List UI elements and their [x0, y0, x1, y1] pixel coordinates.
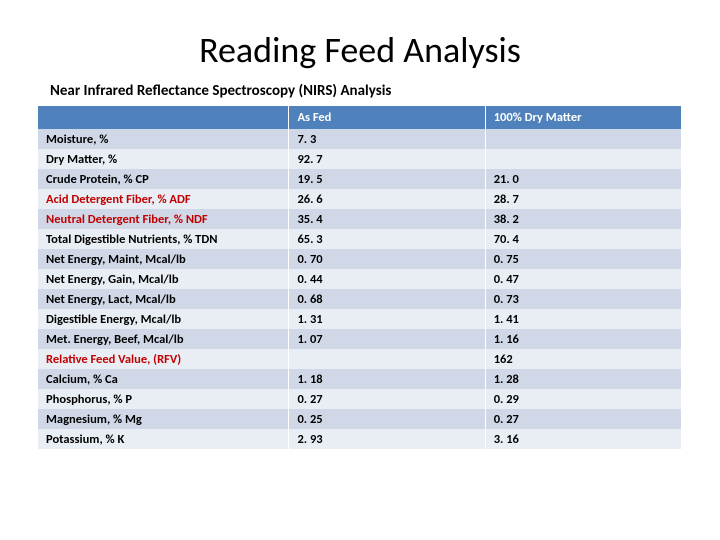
- cell-asfed: 1. 31: [289, 309, 485, 329]
- cell-dm: 0. 75: [485, 249, 681, 269]
- cell-asfed: 1. 07: [289, 329, 485, 349]
- row-label: Met. Energy, Beef, Mcal/lb: [38, 329, 289, 349]
- table-row: Neutral Detergent Fiber, % NDF35. 438. 2: [38, 209, 682, 229]
- row-label: Magnesium, % Mg: [38, 409, 289, 429]
- cell-asfed: 92. 7: [289, 149, 485, 169]
- cell-dm: 0. 29: [485, 389, 681, 409]
- table-row: Dry Matter, %92. 7: [38, 149, 682, 169]
- table-body: Moisture, %7. 3Dry Matter, %92. 7Crude P…: [38, 129, 682, 449]
- row-label: Net Energy, Gain, Mcal/lb: [38, 269, 289, 289]
- table-row: Net Energy, Gain, Mcal/lb0. 440. 47: [38, 269, 682, 289]
- row-label: Crude Protein, % CP: [38, 169, 289, 189]
- row-label: Digestible Energy, Mcal/lb: [38, 309, 289, 329]
- table-row: Net Energy, Lact, Mcal/lb0. 680. 73: [38, 289, 682, 309]
- table-row: Total Digestible Nutrients, % TDN65. 370…: [38, 229, 682, 249]
- cell-asfed: 0. 68: [289, 289, 485, 309]
- row-label: Relative Feed Value, (RFV): [38, 349, 289, 369]
- table-row: Acid Detergent Fiber, % ADF26. 628. 7: [38, 189, 682, 209]
- cell-dm: 0. 73: [485, 289, 681, 309]
- cell-dm: 0. 27: [485, 409, 681, 429]
- cell-asfed: [289, 349, 485, 369]
- row-label: Potassium, % K: [38, 429, 289, 449]
- cell-asfed: 35. 4: [289, 209, 485, 229]
- row-label: Calcium, % Ca: [38, 369, 289, 389]
- cell-dm: 21. 0: [485, 169, 681, 189]
- cell-dm: 3. 16: [485, 429, 681, 449]
- cell-asfed: 19. 5: [289, 169, 485, 189]
- table-row: Relative Feed Value, (RFV) 162: [38, 349, 682, 369]
- table-row: Met. Energy, Beef, Mcal/lb1. 071. 16: [38, 329, 682, 349]
- cell-asfed: 0. 27: [289, 389, 485, 409]
- table-row: Digestible Energy, Mcal/lb1. 311. 41: [38, 309, 682, 329]
- row-label: Total Digestible Nutrients, % TDN: [38, 229, 289, 249]
- cell-asfed: 26. 6: [289, 189, 485, 209]
- col-header-blank: [38, 106, 289, 129]
- row-label: Phosphorus, % P: [38, 389, 289, 409]
- table-row: Phosphorus, % P0. 270. 29: [38, 389, 682, 409]
- cell-asfed: 0. 44: [289, 269, 485, 289]
- cell-dm: 70. 4: [485, 229, 681, 249]
- cell-dm: [485, 129, 681, 149]
- col-header-dm: 100% Dry Matter: [485, 106, 681, 129]
- table-row: Calcium, % Ca1. 181. 28: [38, 369, 682, 389]
- row-label: Neutral Detergent Fiber, % NDF: [38, 209, 289, 229]
- cell-dm: 0. 47: [485, 269, 681, 289]
- cell-asfed: 2. 93: [289, 429, 485, 449]
- cell-dm: 28. 7: [485, 189, 681, 209]
- cell-asfed: 7. 3: [289, 129, 485, 149]
- table-row: Potassium, % K2. 933. 16: [38, 429, 682, 449]
- cell-asfed: 0. 70: [289, 249, 485, 269]
- cell-dm: 1. 28: [485, 369, 681, 389]
- analysis-table: As Fed 100% Dry Matter Moisture, %7. 3Dr…: [38, 106, 682, 449]
- col-header-asfed: As Fed: [289, 106, 485, 129]
- table-row: Net Energy, Maint, Mcal/lb0. 700. 75: [38, 249, 682, 269]
- subtitle: Near Infrared Reflectance Spectroscopy (…: [50, 82, 682, 100]
- table-row: Moisture, %7. 3: [38, 129, 682, 149]
- table-header-row: As Fed 100% Dry Matter: [38, 106, 682, 129]
- cell-asfed: 1. 18: [289, 369, 485, 389]
- cell-dm: 1. 16: [485, 329, 681, 349]
- cell-dm: [485, 149, 681, 169]
- page-title: Reading Feed Analysis: [38, 28, 682, 72]
- table-row: Crude Protein, % CP19. 521. 0: [38, 169, 682, 189]
- row-label: Moisture, %: [38, 129, 289, 149]
- cell-dm: 1. 41: [485, 309, 681, 329]
- table-row: Magnesium, % Mg0. 250. 27: [38, 409, 682, 429]
- row-label: Net Energy, Maint, Mcal/lb: [38, 249, 289, 269]
- slide: Reading Feed Analysis Near Infrared Refl…: [0, 0, 720, 540]
- cell-asfed: 0. 25: [289, 409, 485, 429]
- row-label: Net Energy, Lact, Mcal/lb: [38, 289, 289, 309]
- cell-asfed: 65. 3: [289, 229, 485, 249]
- row-label: Acid Detergent Fiber, % ADF: [38, 189, 289, 209]
- cell-dm: 38. 2: [485, 209, 681, 229]
- cell-dm: 162: [485, 349, 681, 369]
- row-label: Dry Matter, %: [38, 149, 289, 169]
